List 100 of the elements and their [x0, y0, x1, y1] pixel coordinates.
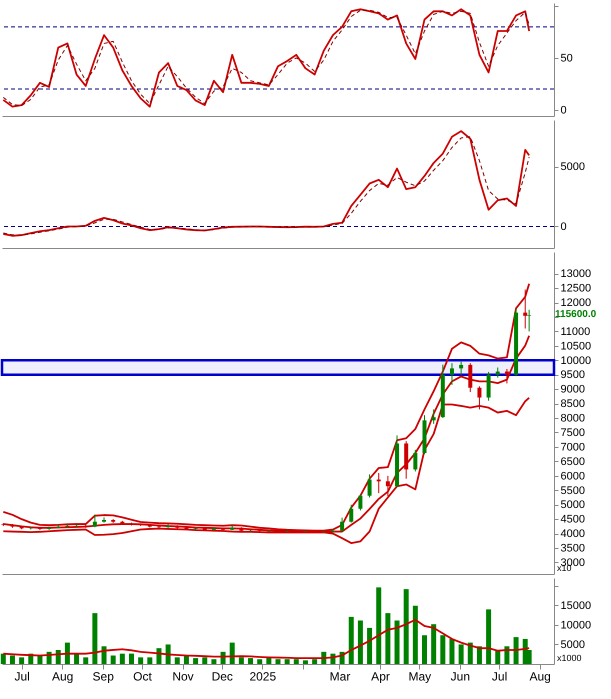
y-tick-label: 10500	[560, 340, 592, 352]
bar	[257, 659, 262, 664]
bar	[19, 657, 24, 664]
bar	[138, 657, 144, 664]
candlestick	[349, 504, 354, 524]
y-tick-label: 5500	[560, 484, 585, 497]
x-tick-label: Apr	[371, 670, 390, 684]
y-tick-label: 9500	[560, 369, 585, 382]
bar	[367, 628, 372, 664]
bar	[10, 656, 15, 664]
x-tick-label: Sep	[92, 670, 114, 684]
x-tick-label: May	[408, 670, 432, 684]
text: 115600.0	[555, 309, 597, 320]
candlestick	[413, 449, 418, 472]
candlestick	[450, 362, 454, 386]
y-tick-label: 0	[560, 220, 567, 233]
y-tick-label: 10000	[560, 619, 592, 632]
bar	[422, 635, 427, 664]
bar	[238, 657, 244, 664]
bar	[358, 620, 363, 664]
x-tick-label: Oct	[133, 670, 152, 684]
candlestick	[376, 472, 381, 494]
x-tick-label: Dec	[212, 670, 233, 684]
bar	[74, 654, 80, 664]
candlestick	[386, 475, 390, 497]
y-tick-label: 5000	[560, 499, 585, 512]
bar	[495, 650, 500, 664]
y-tick-label: 50	[560, 52, 573, 64]
candlestick	[358, 494, 362, 511]
bar	[385, 613, 390, 664]
candlestick	[468, 362, 472, 393]
candlestick	[459, 361, 464, 376]
candlestick	[486, 371, 491, 402]
bar	[166, 644, 171, 664]
y-tick-label: 11000	[560, 326, 590, 338]
candlestick	[92, 514, 97, 528]
bar	[92, 613, 98, 664]
bar	[0, 654, 6, 664]
bar	[468, 642, 473, 664]
candlestick	[527, 309, 532, 332]
y-tick-label: 5000	[560, 161, 585, 174]
line-series	[2, 618, 530, 659]
bar	[440, 635, 446, 664]
bar	[294, 659, 299, 664]
x-tick-label: Jul	[492, 670, 508, 684]
y-tick-label: 6000	[560, 470, 585, 482]
y-tick-label: 8500	[560, 398, 585, 410]
bar	[394, 620, 400, 664]
bar	[431, 624, 436, 664]
y-tick-label: 7500	[560, 426, 585, 439]
bar	[129, 654, 134, 664]
bar	[230, 642, 235, 664]
y-tick-label: 3500	[560, 542, 585, 555]
text: x1000	[557, 653, 582, 663]
bar	[174, 657, 180, 664]
candlestick	[504, 368, 509, 384]
y-tick-label: 8000	[560, 412, 585, 425]
bar	[276, 659, 280, 664]
y-tick-label: 4500	[560, 514, 585, 526]
x-tick-label: Aug	[529, 670, 551, 684]
y-tick-label: 9000	[560, 384, 585, 396]
x-tick-label: Nov	[172, 670, 194, 684]
bar	[110, 656, 116, 664]
candlestick	[523, 289, 528, 330]
x-tick-label: Mar	[330, 670, 350, 684]
bar	[404, 589, 409, 664]
candlestick	[496, 367, 500, 378]
bar	[211, 659, 216, 664]
bar	[412, 606, 418, 664]
x-tick-label: 2025	[249, 670, 276, 684]
bar	[376, 587, 382, 664]
x-tick-label: Aug	[52, 670, 74, 684]
x-tick-label: Jun	[450, 670, 470, 684]
y-tick-label: 6500	[560, 456, 585, 468]
y-tick-label: 10000	[560, 354, 592, 367]
y-tick-label: 0	[560, 104, 567, 116]
bar	[449, 638, 454, 664]
bar	[147, 657, 152, 664]
bar	[348, 616, 354, 664]
x-tick-label: Jul	[14, 670, 30, 684]
candlestick	[432, 408, 436, 424]
y-tick-label: 12500	[560, 282, 592, 295]
bar	[64, 642, 70, 664]
y-tick-label: 7000	[560, 441, 585, 454]
bar	[514, 637, 519, 664]
bar	[248, 658, 254, 664]
y-tick-label: 15000	[560, 600, 592, 612]
bar	[312, 659, 318, 664]
y-tick-label: 12000	[560, 297, 592, 310]
bar	[202, 657, 208, 664]
bar	[458, 644, 464, 664]
bar	[193, 658, 198, 664]
bar	[83, 657, 88, 664]
bar	[284, 659, 290, 664]
bar	[120, 654, 125, 664]
candlestick	[368, 474, 372, 498]
y-tick-label: 4000	[560, 528, 585, 540]
y-tick-label: 13000	[560, 268, 592, 280]
bar	[486, 609, 492, 664]
y-tick-label: 5000	[560, 638, 585, 651]
